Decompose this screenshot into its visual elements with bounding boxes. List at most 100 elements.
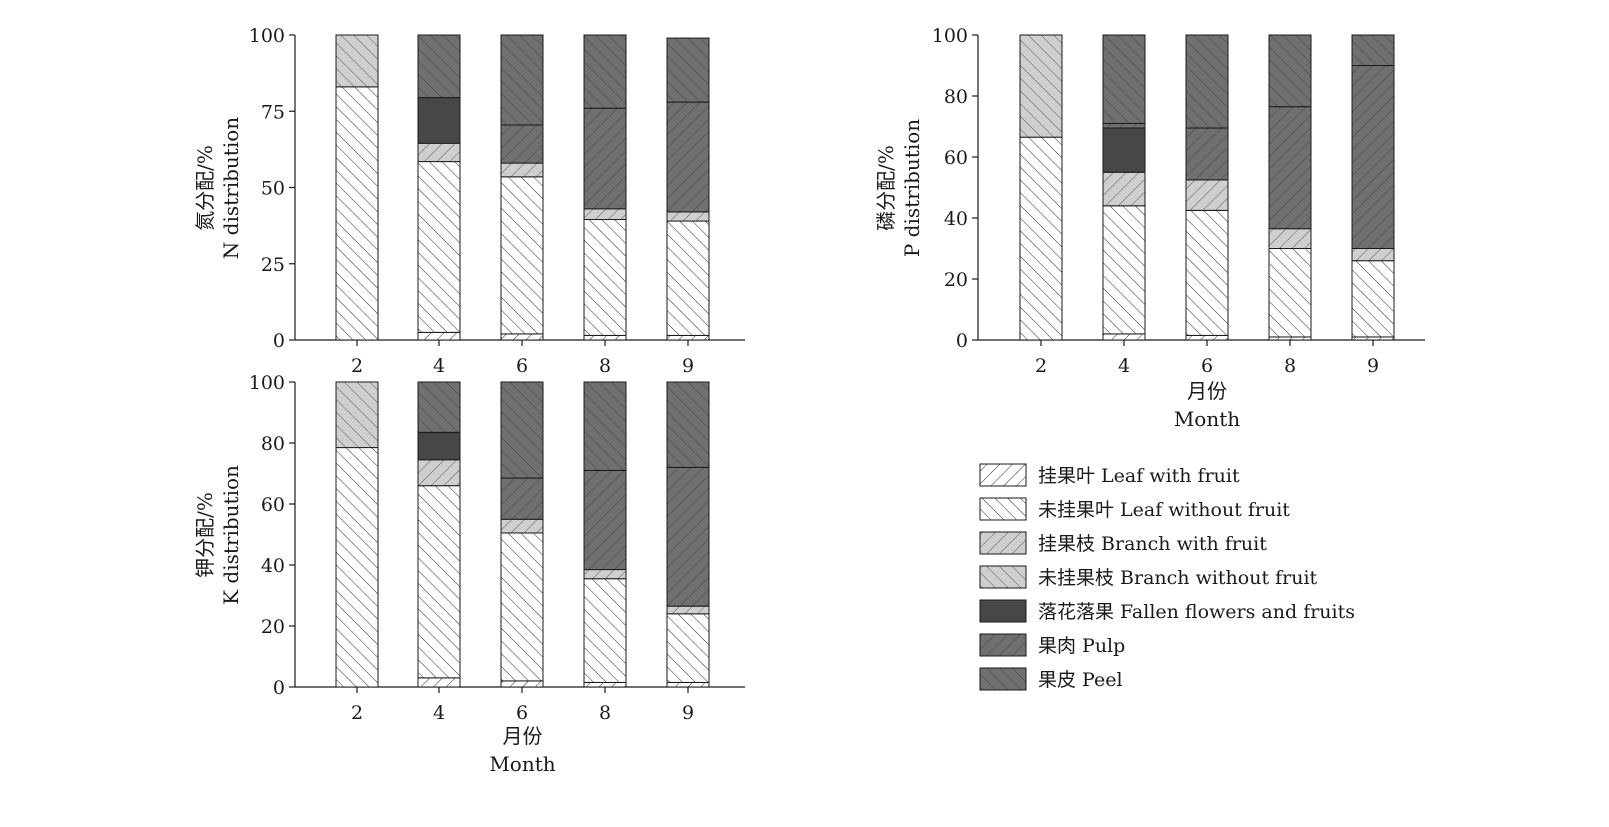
legend-swatch-hatch: [980, 668, 1026, 690]
bar-segment-hatch: [1186, 179, 1228, 211]
bar-segment-hatch: [1103, 333, 1145, 340]
bar-month-6: [1185, 34, 1229, 341]
bar-segment-hatch: [584, 108, 626, 209]
bar-segment-outline: [1268, 34, 1312, 108]
bar-segment-hatch: [667, 335, 709, 340]
y-axis-title-cn: 氮分配/%: [193, 145, 217, 231]
bar-segment-hatch: [1103, 35, 1145, 124]
y-axis-title-cn: 钾分配/%: [193, 492, 217, 578]
bar-segment-hatch: [667, 221, 709, 336]
y-tick-label: 0: [956, 330, 968, 352]
bar-segment-hatch: [501, 35, 543, 125]
bar-segment-outline: [1185, 34, 1229, 129]
y-tick-label: 100: [249, 372, 285, 394]
y-tick-label: 0: [273, 677, 285, 699]
bar-segment-hatch: [418, 459, 460, 486]
bar-segment-hatch: [336, 382, 378, 448]
bar-segment-hatch: [667, 682, 709, 687]
bar-segment-hatch: [501, 382, 543, 479]
x-tick-label: 9: [1367, 355, 1379, 377]
bar-segment-hatch: [418, 382, 460, 433]
bar-segment-outline: [335, 34, 379, 88]
bar-segment: [418, 97, 460, 144]
bar-segment-hatch: [418, 485, 460, 678]
x-axis-title-en: Month: [1174, 407, 1240, 431]
x-tick-label: 9: [682, 702, 694, 724]
chart-n-distribution: 0 25 50 75 100 2 4 6 8 9 氮分配/% N distribution: [193, 25, 745, 377]
bar-month-8: [1268, 34, 1312, 341]
bar-segment-outline: [1351, 34, 1395, 66]
y-axis-title-cn: 磷分配/%: [874, 145, 898, 231]
bar-month-2: [1019, 34, 1063, 341]
bar-month-2: [335, 34, 379, 341]
bar-segment-hatch: [418, 161, 460, 333]
bar-segment-hatch: [667, 613, 709, 683]
x-tick-label: 9: [682, 355, 694, 377]
legend-item: 果肉 Pulp: [979, 633, 1125, 657]
bar-segment-hatch: [667, 102, 709, 212]
bar-segment-outline: [666, 37, 710, 103]
bar-month-2: [335, 381, 379, 688]
bar-month-9: [1351, 34, 1395, 341]
y-tick-label: 80: [944, 86, 968, 108]
y-tick-label: 60: [944, 147, 968, 169]
x-tick-label: 2: [1035, 355, 1047, 377]
y-axis-title: 氮分配/% N distribution: [193, 117, 243, 259]
bar-segment-outline: [583, 34, 627, 109]
bar-segment-hatch: [584, 682, 626, 687]
bar-segment-hatch: [584, 470, 626, 570]
bar-segment-hatch: [1269, 228, 1311, 249]
bar-month-9: [666, 37, 710, 341]
legend-label: 挂果枝 Branch with fruit: [1038, 533, 1267, 555]
bar-segment-hatch: [501, 124, 543, 164]
legend-swatch-hatch: [980, 498, 1026, 520]
bar-segment-hatch: [501, 176, 543, 334]
bar-segment-hatch: [1186, 35, 1228, 129]
bar-month-4: [417, 381, 461, 688]
legend-item: 落花落果 Fallen flowers and fruits: [979, 599, 1355, 623]
bar-segment-hatch: [1352, 336, 1394, 340]
legend-item: 未挂果枝 Branch without fruit: [979, 565, 1318, 589]
bar-month-4: [417, 34, 461, 341]
x-tick-label: 2: [351, 702, 363, 724]
bar-segment-hatch: [418, 677, 460, 687]
bar-segment-hatch: [501, 532, 543, 681]
bar-segment-outline: [500, 381, 544, 479]
bar-segment-hatch: [1186, 335, 1228, 340]
y-tick-label: 100: [932, 25, 968, 47]
y-tick-label: 25: [261, 254, 285, 276]
legend-swatch-outline: [979, 667, 1027, 691]
bar-segment-hatch: [1186, 128, 1228, 180]
bar-segment-hatch: [667, 211, 709, 222]
bar-segment-hatch: [584, 208, 626, 220]
bar-segment-outline: [1019, 34, 1063, 138]
x-tick-label: 8: [599, 355, 611, 377]
bar-segment-hatch: [336, 447, 378, 687]
y-tick-label: 50: [261, 178, 285, 200]
legend-item: 果皮 Peel: [979, 667, 1123, 691]
x-axis-title-cn: 月份: [1187, 379, 1227, 403]
y-tick-label: 20: [261, 616, 285, 638]
y-tick-label: 40: [944, 208, 968, 230]
bar-segment-hatch: [667, 606, 709, 614]
bar-segment-hatch: [1103, 123, 1145, 129]
bar-segment-hatch: [584, 578, 626, 683]
y-tick-label: 0: [273, 330, 285, 352]
legend-swatch-hatch: [980, 464, 1026, 486]
bar-segment-hatch: [418, 332, 460, 340]
bar-month-8: [583, 34, 627, 341]
bar-segment: [1103, 128, 1145, 173]
bar-segment-hatch: [501, 333, 543, 340]
bar-segment-outline: [335, 381, 379, 449]
y-axis-title-en: N distribution: [219, 117, 243, 259]
legend-item: 挂果枝 Branch with fruit: [979, 531, 1267, 555]
legend-label: 果肉 Pulp: [1038, 635, 1125, 657]
legend-label: 挂果叶 Leaf with fruit: [1038, 465, 1240, 487]
legend-swatch-hatch: [980, 634, 1026, 656]
bar-month-9: [666, 381, 710, 688]
bar-month-6: [500, 381, 544, 688]
legend-swatch-outline: [979, 565, 1027, 589]
x-tick-label: 8: [599, 702, 611, 724]
legend-item: 未挂果叶 Leaf without fruit: [979, 497, 1290, 521]
bar-segment-hatch: [1186, 210, 1228, 336]
